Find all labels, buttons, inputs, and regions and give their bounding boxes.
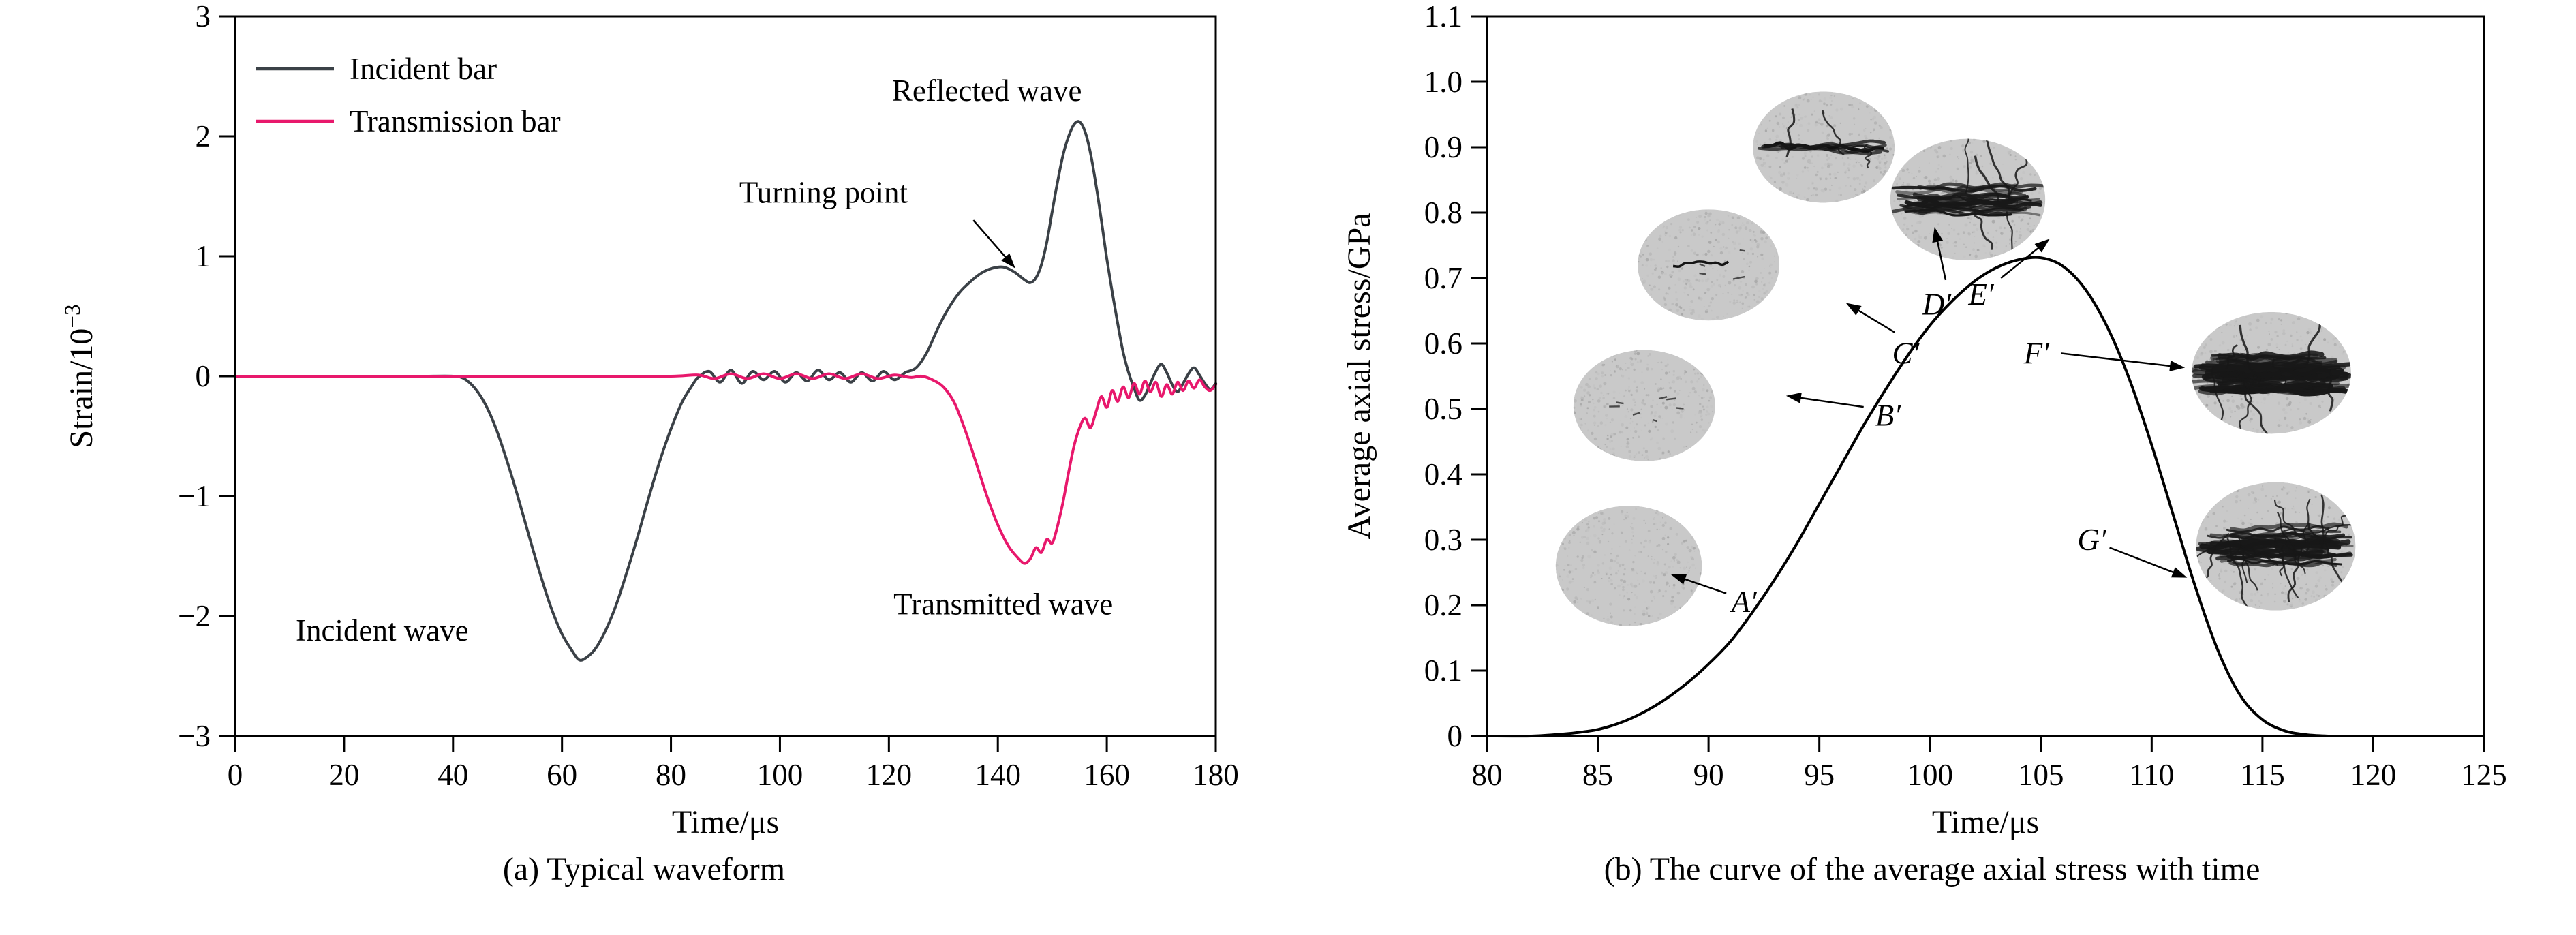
x-axis-label: Time/μs xyxy=(1932,804,2039,840)
x-tick-label: 85 xyxy=(1582,758,1613,792)
y-tick-label: 0.6 xyxy=(1424,326,1462,361)
x-tick-label: 115 xyxy=(2240,758,2285,792)
x-tick-label: 105 xyxy=(2018,758,2064,792)
x-tick-label: 120 xyxy=(2350,758,2397,792)
waveform-chart: 0 20 40 60 80 100 120 140 160 180 −3 −2 −1 0 1 2 3 Time/μ… xyxy=(61,0,1239,840)
y-tick-label: −2 xyxy=(178,599,211,633)
specimen-image-5 xyxy=(1890,138,2046,261)
x-tick-label: 90 xyxy=(1693,758,1724,792)
axes: 0 20 40 60 80 100 120 140 160 180 −3 −2 −1 0 1 2 3 xyxy=(178,0,1239,792)
axes: 80 85 90 95 100 105 110 115 120 125 0 0.1 0.2 0.3 0.4 0… xyxy=(1424,0,2507,792)
y-tick-label: 1 xyxy=(196,239,211,273)
x-tick-label: 80 xyxy=(656,758,686,792)
x-tick-label: 95 xyxy=(1804,758,1835,792)
legend: Incident bar Transmission bar xyxy=(256,52,561,138)
annotation-label: G′ xyxy=(2077,523,2106,557)
annotation-label: D′ xyxy=(1922,287,1952,321)
annotation-arrow xyxy=(2109,547,2175,574)
y-axis-label: Strain/10−3 xyxy=(61,304,99,448)
x-axis-label: Time/μs xyxy=(672,804,779,840)
annotation-arrow xyxy=(1799,397,1864,408)
specimen-image-3 xyxy=(1638,209,1780,321)
x-tick-label: 100 xyxy=(1907,758,1953,792)
x-tick-label: 180 xyxy=(1193,758,1239,792)
y-tick-label: 0.7 xyxy=(1424,261,1462,295)
stress-chart: 80 85 90 95 100 105 110 115 120 125 0 0.1 0.2 0.3 0.4 0… xyxy=(1341,0,2507,840)
x-tick-label: 160 xyxy=(1084,758,1130,792)
curve-average-axial-stress xyxy=(1486,256,2331,738)
annotation-label: E′ xyxy=(1967,277,1994,311)
x-tick-label: 120 xyxy=(866,758,913,792)
y-tick-label: −3 xyxy=(178,719,211,753)
y-tick-label: −1 xyxy=(178,479,211,513)
y-tick-label: 1.0 xyxy=(1424,65,1462,99)
x-tick-label: 80 xyxy=(1472,758,1503,792)
specimen-image-1 xyxy=(1555,506,1702,626)
x-tick-label: 110 xyxy=(2129,758,2174,792)
caption-b: (b) The curve of the average axial stres… xyxy=(1604,851,2260,887)
y-tick-label: 0.9 xyxy=(1424,130,1462,164)
annotation-label: Turning point xyxy=(739,176,908,210)
arrowhead-icon xyxy=(1670,574,1687,585)
annotation-label: F′ xyxy=(2023,336,2050,370)
specimen-image-2 xyxy=(1573,350,1715,461)
annotations: Reflected wave Turning point Incident wave… xyxy=(296,74,1113,647)
arrowhead-icon xyxy=(1932,227,1944,243)
curve-incident-bar xyxy=(234,120,1217,662)
arrowhead-icon xyxy=(2171,567,2188,578)
y-tick-label: 0.5 xyxy=(1424,392,1462,426)
x-tick-label: 60 xyxy=(547,758,577,792)
panel-a-typical-waveform: 0 20 40 60 80 100 120 140 160 180 −3 −2 −1 0 1 2 3 Time/μ… xyxy=(61,0,1239,887)
y-axis-label: Average axial stress/GPa xyxy=(1341,213,1377,540)
y-tick-label: 0.1 xyxy=(1424,654,1462,688)
arrowhead-icon xyxy=(1845,303,1862,316)
x-tick-label: 40 xyxy=(438,758,468,792)
plot-frame xyxy=(1486,15,2485,737)
arrowhead-icon xyxy=(1785,393,1802,403)
y-tick-label: 1.1 xyxy=(1424,0,1462,33)
specimen-image-7 xyxy=(2196,482,2356,611)
series-group xyxy=(1486,256,2331,738)
y-tick-label: 0.8 xyxy=(1424,196,1462,230)
specimen-image-4 xyxy=(1753,91,1895,203)
arrowhead-icon xyxy=(2169,361,2186,371)
panel-b-axial-stress: 80 85 90 95 100 105 110 115 120 125 0 0.1 0.2 0.3 0.4 0… xyxy=(1288,0,2576,935)
x-tick-label: 100 xyxy=(757,758,803,792)
y-tick-label: 0.3 xyxy=(1424,523,1462,557)
series-group xyxy=(234,120,1217,662)
annotation-arrow xyxy=(972,219,1007,259)
arrowhead-icon xyxy=(2034,239,2050,253)
y-tick-label: 2 xyxy=(196,119,211,153)
y-tick-label: 0 xyxy=(196,359,211,393)
annotation-arrow xyxy=(1936,240,1947,281)
annotation-label: Transmitted wave xyxy=(893,587,1113,621)
y-tick-label: 3 xyxy=(196,0,211,33)
y-tick-label: 0.4 xyxy=(1424,457,1462,491)
annotation-arrow xyxy=(1683,578,1727,594)
arrowhead-icon xyxy=(1001,253,1015,269)
annotation-label: B′ xyxy=(1875,399,1901,433)
legend-label: Transmission bar xyxy=(350,104,561,138)
x-tick-label: 125 xyxy=(2461,758,2507,792)
annotation-label: A′ xyxy=(1729,585,1757,619)
annotation-label: Reflected wave xyxy=(892,74,1082,108)
curve-transmission-bar xyxy=(234,372,1217,565)
annotation-arrow xyxy=(2000,246,2040,279)
caption-a: (a) Typical waveform xyxy=(502,851,786,887)
y-tick-label: 0.2 xyxy=(1424,588,1462,622)
annotation-arrow xyxy=(1857,309,1895,333)
legend-label: Incident bar xyxy=(350,52,497,86)
annotations: A′ B′ C′D′ E′ F′ G′ xyxy=(1670,227,2188,619)
x-tick-label: 0 xyxy=(228,758,243,792)
annotation-arrow xyxy=(2060,352,2172,367)
annotation-label: Incident wave xyxy=(296,613,469,647)
specimen-image-6 xyxy=(2191,311,2351,434)
x-tick-label: 20 xyxy=(328,758,359,792)
y-tick-label: 0 xyxy=(1447,719,1463,753)
x-tick-label: 140 xyxy=(975,758,1021,792)
annotation-label: C′ xyxy=(1892,336,1920,370)
